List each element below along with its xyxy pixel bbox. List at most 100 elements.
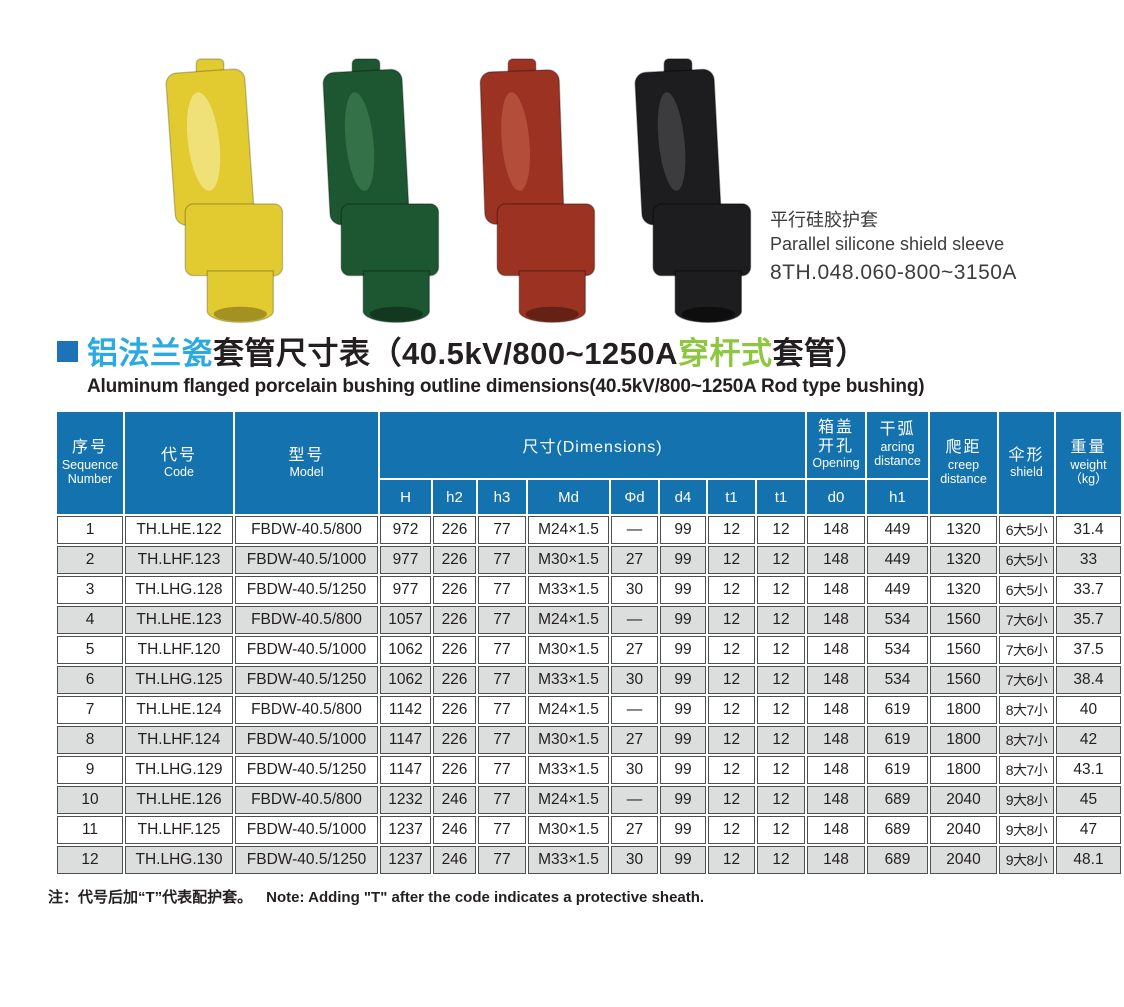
cell-weight: 33 (1056, 546, 1121, 574)
cell-sequence: 6 (57, 666, 123, 694)
cell-H: 1147 (380, 726, 431, 754)
product-caption: 平行硅胶护套 Parallel silicone shield sleeve 8… (770, 208, 1017, 287)
cell-code: TH.LHF.124 (125, 726, 233, 754)
cell-h3: 77 (478, 546, 526, 574)
col-header-code: 代号 Code (125, 412, 233, 514)
cell-shield: 7大6小 (999, 636, 1054, 664)
col-subheader-t1b: t1 (757, 480, 805, 514)
cell-t1a: 12 (708, 726, 755, 754)
cell-H: 1057 (380, 606, 431, 634)
cell-d0: 148 (807, 516, 865, 544)
cell-t1b: 12 (757, 666, 805, 694)
cell-h1: 619 (867, 696, 928, 724)
cell-phid: 27 (611, 546, 658, 574)
cell-h1: 689 (867, 816, 928, 844)
col-subheader-d0: d0 (807, 480, 865, 514)
cell-d0: 148 (807, 816, 865, 844)
cell-shield: 9大8小 (999, 846, 1054, 874)
col-header-dimensions: 尺寸(Dimensions) (380, 412, 805, 478)
cell-Md: M30×1.5 (528, 726, 609, 754)
table-row: 9 TH.LHG.129 FBDW-40.5/1250 1147 226 77 … (57, 756, 1121, 784)
caption-chinese: 平行硅胶护套 (770, 210, 878, 230)
cell-t1b: 12 (757, 636, 805, 664)
title-part-green: 穿杆式 (678, 336, 773, 371)
col-header-opening-zh: 箱盖 开孔 (817, 419, 854, 455)
page-subtitle: Aluminum flanged porcelain bushing outli… (87, 376, 925, 397)
cell-d4: 99 (660, 516, 706, 544)
cell-creep: 2040 (930, 846, 997, 874)
cell-Md: M33×1.5 (528, 846, 609, 874)
cell-h3: 77 (478, 726, 526, 754)
col-header-sequence: 序号 Sequence Number (57, 412, 123, 514)
cell-H: 1237 (380, 816, 431, 844)
cell-h2: 226 (433, 696, 476, 724)
col-header-arcing-zh: 干弧 (879, 421, 916, 439)
cell-t1b: 12 (757, 726, 805, 754)
cell-weight: 35.7 (1056, 606, 1121, 634)
cell-t1a: 12 (708, 546, 755, 574)
cell-phid: — (611, 606, 658, 634)
cell-sequence: 9 (57, 756, 123, 784)
cell-h3: 77 (478, 696, 526, 724)
highlight-shape (501, 92, 530, 191)
cell-model: FBDW-40.5/800 (235, 606, 378, 634)
caption-product-code: 8TH.048.060-800~3150A (770, 260, 1017, 284)
cell-h2: 226 (433, 516, 476, 544)
cell-d4: 99 (660, 666, 706, 694)
cell-sequence: 10 (57, 786, 123, 814)
cell-phid: 30 (611, 576, 658, 604)
product-photos-section: 平行硅胶护套 Parallel silicone shield sleeve 8… (0, 0, 1124, 323)
cell-model: FBDW-40.5/1000 (235, 546, 378, 574)
cell-h2: 226 (433, 666, 476, 694)
cell-creep: 1560 (930, 666, 997, 694)
cell-h3: 77 (478, 636, 526, 664)
cell-H: 972 (380, 516, 431, 544)
table-row: 12 TH.LHG.130 FBDW-40.5/1250 1237 246 77… (57, 846, 1121, 874)
cell-d0: 148 (807, 546, 865, 574)
cell-phid: — (611, 516, 658, 544)
product-image-red-sleeve (479, 58, 596, 323)
cell-h1: 689 (867, 786, 928, 814)
cell-t1b: 12 (757, 786, 805, 814)
col-header-weight-zh: 重量 (1070, 439, 1107, 457)
cell-t1a: 12 (708, 666, 755, 694)
opening-shadow-shape (525, 306, 579, 322)
cell-code: TH.LHE.122 (125, 516, 233, 544)
table-row: 2 TH.LHF.123 FBDW-40.5/1000 977 226 77 M… (57, 546, 1121, 574)
col-subheader-h3: h3 (478, 480, 526, 514)
highlight-shape (657, 92, 686, 191)
cell-phid: 27 (611, 636, 658, 664)
cell-h1: 534 (867, 666, 928, 694)
cell-code: TH.LHF.120 (125, 636, 233, 664)
cell-H: 1062 (380, 666, 431, 694)
cell-t1b: 12 (757, 516, 805, 544)
cell-h1: 689 (867, 846, 928, 874)
col-header-creep-zh: 爬距 (945, 439, 982, 457)
cell-model: FBDW-40.5/1250 (235, 666, 378, 694)
col-header-weight-en: weight （kg） (1069, 457, 1108, 487)
opening-shadow-shape (369, 306, 423, 322)
page-title: 铝法兰瓷套管尺寸表（40.5kV/800~1250A穿杆式套管） (87, 328, 867, 373)
cell-sequence: 5 (57, 636, 123, 664)
cell-t1a: 12 (708, 696, 755, 724)
cell-d4: 99 (660, 696, 706, 724)
cell-code: TH.LHE.124 (125, 696, 233, 724)
cell-sequence: 8 (57, 726, 123, 754)
cell-h3: 77 (478, 516, 526, 544)
cell-t1a: 12 (708, 516, 755, 544)
cell-d4: 99 (660, 816, 706, 844)
col-header-weight: 重量 weight （kg） (1056, 412, 1121, 514)
cell-d4: 99 (660, 756, 706, 784)
cell-phid: 30 (611, 846, 658, 874)
cell-creep: 1800 (930, 726, 997, 754)
table-row: 5 TH.LHF.120 FBDW-40.5/1000 1062 226 77 … (57, 636, 1121, 664)
cell-t1b: 12 (757, 846, 805, 874)
col-header-model-zh: 型号 (288, 446, 325, 464)
cell-phid: 27 (611, 816, 658, 844)
cell-code: TH.LHG.125 (125, 666, 233, 694)
cell-h2: 226 (433, 636, 476, 664)
cell-phid: 30 (611, 666, 658, 694)
cell-creep: 1320 (930, 546, 997, 574)
cell-code: TH.LHG.130 (125, 846, 233, 874)
